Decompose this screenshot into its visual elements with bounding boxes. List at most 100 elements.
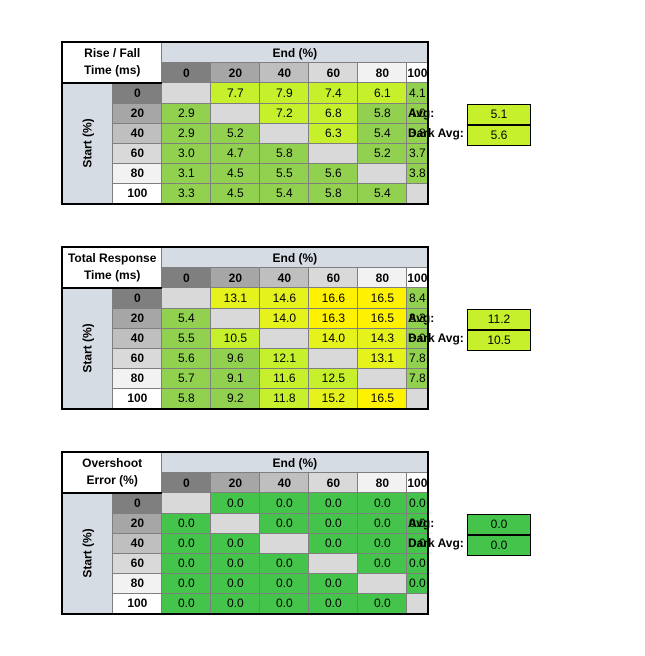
row-header: 0 — [112, 492, 163, 514]
avg-value: 5.1 — [467, 104, 531, 125]
value-cell: 8.0 — [406, 327, 430, 349]
diagonal-cell — [357, 572, 408, 594]
table-row: 60 0.0 0.0 0.0 0.0 0.0 — [62, 552, 430, 574]
table-row: 60 3.0 4.7 5.8 5.2 3.7 — [62, 142, 430, 164]
column-header: 0 — [161, 267, 212, 288]
value-cell: 0.0 — [259, 592, 310, 615]
column-header: 80 — [357, 267, 408, 288]
row-header: 80 — [112, 162, 163, 184]
value-cell: 5.8 — [259, 142, 310, 164]
column-header: 20 — [210, 267, 261, 288]
table-row: 20 5.4 14.0 16.3 16.5 8.3 — [62, 307, 430, 329]
row-header: 60 — [112, 347, 163, 369]
start-axis-label: Start (%) — [80, 323, 95, 373]
dark-avg-value: 0.0 — [467, 535, 531, 556]
value-cell: 5.7 — [161, 367, 212, 389]
value-cell: 3.8 — [406, 122, 430, 144]
value-cell: 14.3 — [357, 327, 408, 349]
start-axis-cell: Start (%) — [61, 82, 114, 205]
column-header: 100 — [406, 62, 430, 83]
table-title: Overshoot Error (%) — [61, 451, 163, 494]
value-cell: 0.0 — [308, 492, 359, 514]
value-cell: 6.1 — [357, 82, 408, 104]
diagonal-cell — [308, 552, 359, 574]
table-row: 80 5.7 9.1 11.6 12.5 7.8 — [62, 367, 430, 389]
value-cell: 0.0 — [308, 512, 359, 534]
value-cell: 5.8 — [308, 182, 359, 205]
table-title-line: Rise / Fall — [84, 46, 141, 61]
value-cell: 0.0 — [161, 572, 212, 594]
value-cell: 5.4 — [259, 182, 310, 205]
avg-label: Avg: — [408, 311, 435, 325]
table-row: Start (%) 0 7.7 7.9 7.4 6.1 4.1 — [61, 82, 430, 205]
value-cell: 8.3 — [406, 307, 430, 329]
value-cell: 16.6 — [308, 287, 359, 309]
end-axis-label: End (%) — [161, 451, 430, 473]
diagonal-cell — [161, 82, 212, 104]
value-cell: 0.0 — [357, 592, 408, 615]
value-cell: 5.8 — [161, 387, 212, 410]
table-row: 100 3.3 4.5 5.4 5.8 5.4 — [62, 182, 430, 205]
column-header: 80 — [357, 472, 408, 493]
diagonal-cell — [210, 512, 261, 534]
value-cell: 4.5 — [210, 162, 261, 184]
value-cell: 0.0 — [308, 592, 359, 615]
column-header: 40 — [259, 472, 310, 493]
value-cell: 5.2 — [357, 142, 408, 164]
value-cell: 0.0 — [259, 492, 310, 514]
value-cell: 3.0 — [161, 142, 212, 164]
value-cell: 16.5 — [357, 387, 408, 410]
table-title-line: Time (ms) — [83, 63, 141, 78]
avg-label: Avg: — [408, 106, 435, 120]
start-axis-cell: Start (%) — [61, 287, 114, 410]
value-cell: 7.2 — [259, 102, 310, 124]
row-header: 0 — [112, 287, 163, 309]
diagonal-cell — [308, 142, 359, 164]
value-cell: 3.1 — [161, 162, 212, 184]
value-cell: 2.9 — [161, 122, 212, 144]
value-cell: 0.0 — [357, 532, 408, 554]
table-title-line: Overshoot — [82, 456, 143, 471]
value-cell: 3.7 — [406, 142, 430, 164]
value-cell: 5.6 — [161, 347, 212, 369]
value-cell: 0.0 — [406, 492, 430, 514]
response-table: Rise / Fall Time (ms) End (%) 0 20 40 60 80 100 S… — [61, 41, 430, 205]
value-cell: 0.0 — [210, 552, 261, 574]
row-header: 0 — [112, 82, 163, 104]
value-cell: 5.4 — [161, 307, 212, 329]
value-cell: 6.3 — [308, 122, 359, 144]
table-row: 80 0.0 0.0 0.0 0.0 0.0 — [62, 572, 430, 594]
row-header: 100 — [112, 182, 163, 205]
value-cell: 16.5 — [357, 287, 408, 309]
value-cell: 0.0 — [210, 492, 261, 514]
end-axis-label: End (%) — [161, 41, 430, 63]
value-cell: 5.2 — [210, 122, 261, 144]
table-row: 80 3.1 4.5 5.5 5.6 3.8 — [62, 162, 430, 184]
value-cell: 7.9 — [259, 82, 310, 104]
row-header: 20 — [112, 307, 163, 329]
dark-avg-label: Dark Avg: — [408, 331, 464, 345]
value-cell: 14.6 — [259, 287, 310, 309]
response-table-block: Total Response Time (ms) End (%) 0 20 40 60 80 1… — [61, 246, 641, 416]
value-cell: 0.0 — [161, 592, 212, 615]
row-header: 80 — [112, 572, 163, 594]
dark-avg-label: Dark Avg: — [408, 536, 464, 550]
value-cell: 6.8 — [308, 102, 359, 124]
dark-avg-value: 5.6 — [467, 125, 531, 146]
value-cell: 0.0 — [161, 552, 212, 574]
column-header: 0 — [161, 62, 212, 83]
value-cell: 0.0 — [308, 572, 359, 594]
diagonal-cell — [406, 592, 430, 615]
response-table: Overshoot Error (%) End (%) 0 20 40 60 80 100 Sta… — [61, 451, 430, 615]
value-cell: 7.8 — [406, 347, 430, 369]
value-cell: 0.0 — [259, 552, 310, 574]
response-table-block: Rise / Fall Time (ms) End (%) 0 20 40 60 80 100 S… — [61, 41, 641, 211]
response-table: Total Response Time (ms) End (%) 0 20 40 60 80 1… — [61, 246, 430, 410]
value-cell: 0.0 — [406, 572, 430, 594]
start-axis-label: Start (%) — [80, 118, 95, 168]
start-axis-label: Start (%) — [80, 528, 95, 578]
column-header: 80 — [357, 62, 408, 83]
value-cell: 0.0 — [161, 532, 212, 554]
value-cell: 0.0 — [406, 552, 430, 574]
column-header: 60 — [308, 62, 359, 83]
